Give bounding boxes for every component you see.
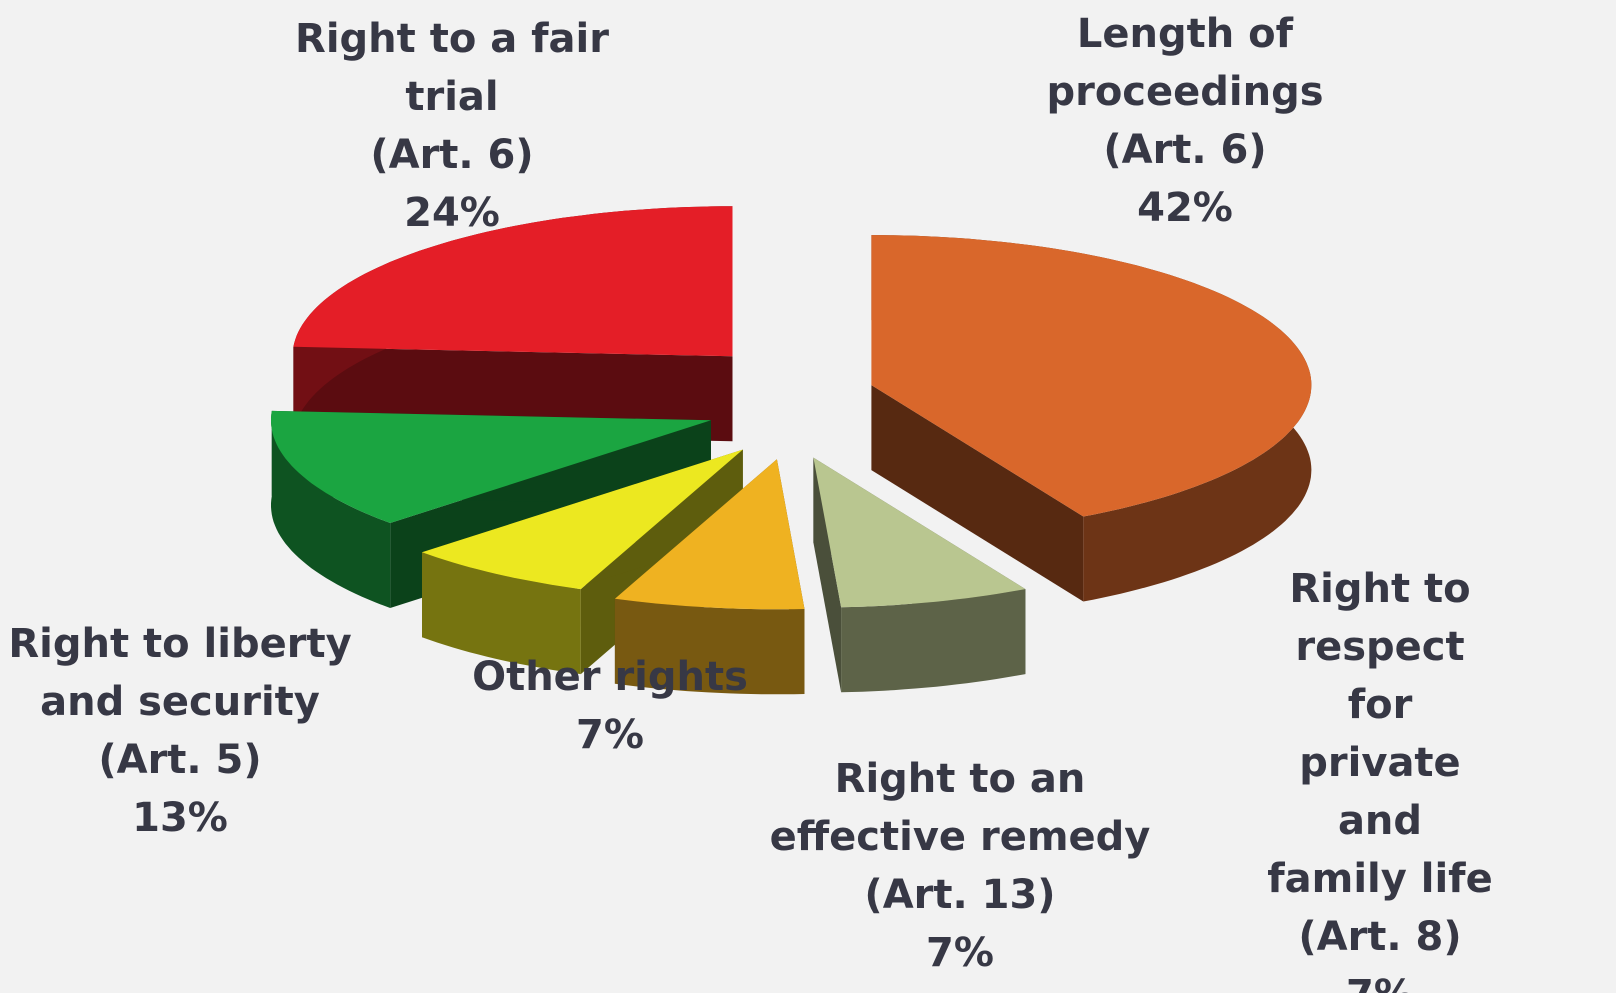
value-label: 7% xyxy=(926,930,994,976)
slice-label: Right to an effective remedy (Art. 13) 7% xyxy=(770,750,1151,982)
slice xyxy=(422,449,743,590)
slice-side xyxy=(871,385,1084,602)
value-label: 42% xyxy=(1137,185,1233,231)
slice-label: Length of proceedings (Art. 6) 42% xyxy=(1046,5,1323,237)
slice-label: Right to liberty and security (Art. 5) 13… xyxy=(8,615,351,847)
category-label: Right to liberty and security (Art. 5) xyxy=(8,621,352,783)
category-label: Right to a fair trial (Art. 6) xyxy=(295,16,609,178)
slice-label: Other rights 7% xyxy=(472,648,748,764)
value-label: 13% xyxy=(132,795,228,841)
slice-wall xyxy=(614,598,805,695)
category-label: Right to an effective remedy (Art. 13) xyxy=(769,756,1151,918)
value-label: 7% xyxy=(576,712,644,758)
slice xyxy=(271,410,711,523)
category-label: Other rights xyxy=(472,654,748,700)
slice-label: Right to a fair trial (Art. 6) 24% xyxy=(295,10,609,242)
slice-wall xyxy=(841,589,1026,693)
slice xyxy=(614,459,805,610)
slice-wall xyxy=(271,410,391,608)
category-label: Right to respect for private and family … xyxy=(1267,566,1493,960)
category-label: Length of proceedings (Art. 6) xyxy=(1046,11,1324,173)
value-label: 7% xyxy=(1262,966,1498,993)
slice-side xyxy=(813,457,842,693)
slice xyxy=(293,206,733,357)
value-label: 24% xyxy=(404,190,500,236)
slice-label: Right to respect for private and family … xyxy=(1262,560,1498,993)
slice xyxy=(871,235,1312,517)
slice xyxy=(813,457,1026,608)
slice-wall xyxy=(422,552,581,675)
